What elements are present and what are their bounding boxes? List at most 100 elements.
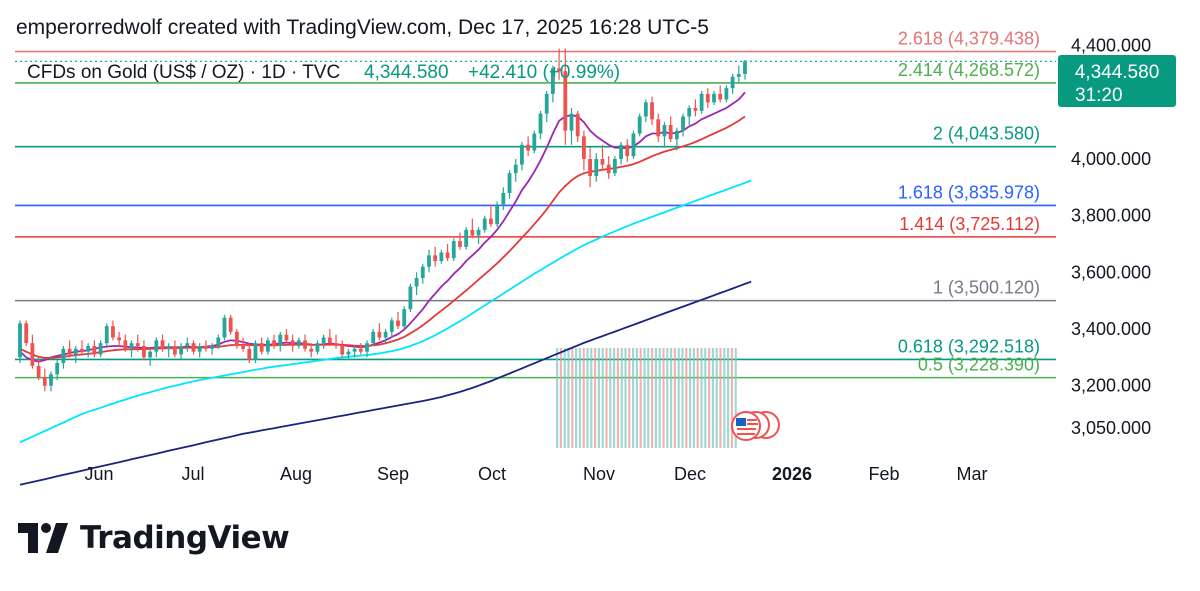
volume-bar xyxy=(575,348,578,448)
time-axis[interactable]: Jun Jul Aug Sep Oct Nov Dec 2026 Feb Mar xyxy=(84,464,987,484)
candle-body xyxy=(104,326,109,344)
volume-bar xyxy=(605,348,608,448)
candle-body xyxy=(464,229,469,247)
candle-body xyxy=(67,348,72,355)
y-tick-label: 3,200.000 xyxy=(1071,376,1151,396)
candle-body xyxy=(383,331,388,338)
volume-bar xyxy=(662,348,665,448)
candle-body xyxy=(575,113,580,137)
fib-label-3.618: 2.618 (4,379.438) xyxy=(898,28,1040,48)
candle-body xyxy=(129,343,134,349)
candle-body xyxy=(569,113,574,131)
candle-body xyxy=(61,348,66,363)
volume-bar xyxy=(723,348,726,448)
candle-body xyxy=(538,113,543,134)
fib-label-2.414: 2.414 (4,268.572) xyxy=(898,60,1040,80)
y-tick-label: 3,050.000 xyxy=(1071,418,1151,438)
candle-body xyxy=(489,218,493,225)
candle-body xyxy=(309,348,314,352)
candle-body xyxy=(358,348,363,352)
fib-label-0.618: 0.618 (3,292.518) xyxy=(898,336,1040,356)
candle-body xyxy=(408,286,413,310)
candle-body xyxy=(600,159,605,165)
candle-body xyxy=(123,340,128,349)
price-axis[interactable]: 4,400.000 4,000.000 3,800.000 3,600.000 3,40… xyxy=(1071,36,1151,439)
candle-body xyxy=(619,144,623,159)
x-tick-label: Feb xyxy=(868,464,899,484)
x-tick-label: Mar xyxy=(957,464,988,484)
candle-body xyxy=(724,88,729,100)
fib-label-1.414: 1.414 (3,725.112) xyxy=(899,214,1040,234)
volume-bar xyxy=(643,348,646,448)
volume-bar xyxy=(590,348,593,448)
candle-body xyxy=(687,108,692,117)
ma-line-3 xyxy=(19,179,752,444)
fib-label-1: 1 (3,500.120) xyxy=(933,278,1040,298)
volume-bar xyxy=(647,348,650,448)
volume-bar xyxy=(681,348,684,448)
x-tick-label: Jun xyxy=(84,464,113,484)
candle-body xyxy=(699,93,704,111)
volume-bar xyxy=(719,348,722,448)
candle-body xyxy=(625,144,630,157)
legend-last: 4,344.580 xyxy=(364,62,449,83)
x-tick-label: Sep xyxy=(377,464,409,484)
candle-body xyxy=(532,133,537,151)
brand-logo[interactable]: TradingView xyxy=(18,520,290,556)
volume-bar xyxy=(692,348,695,448)
candle-body xyxy=(656,119,661,137)
candle-body xyxy=(563,71,568,131)
candle-body xyxy=(612,159,617,174)
volume-bar xyxy=(559,348,562,448)
candle-body xyxy=(234,331,239,346)
candle-body xyxy=(222,317,227,338)
volume-bar xyxy=(639,348,642,448)
candle-body xyxy=(49,374,53,386)
candle-body xyxy=(253,343,258,361)
candle-body xyxy=(662,125,667,137)
candle-body xyxy=(160,340,165,349)
candle-body xyxy=(470,229,475,236)
candle-body xyxy=(507,173,512,193)
candle-body xyxy=(588,159,592,176)
x-tick-label: 2026 xyxy=(772,464,812,484)
candle-body xyxy=(414,278,419,287)
ma-line-4 xyxy=(19,280,752,486)
candle-body xyxy=(197,346,202,352)
fib-label-0.5: 0.5 (3,228.390) xyxy=(918,355,1040,375)
candle-body xyxy=(117,337,122,341)
candle-body xyxy=(594,159,599,176)
candle-body xyxy=(98,343,103,355)
volume-bar xyxy=(651,348,654,448)
legend: CFDs on Gold (US$ / OZ) · 1D · TVC 4,344… xyxy=(27,62,620,83)
volume-bar xyxy=(696,348,699,448)
candle-body xyxy=(80,348,84,352)
candle-body xyxy=(24,323,29,344)
event-icons[interactable] xyxy=(731,411,780,441)
volume-bar xyxy=(704,348,707,448)
candle-body xyxy=(526,144,531,151)
volume-bar xyxy=(635,348,638,448)
ma-line-2 xyxy=(19,115,746,359)
candle-body xyxy=(327,337,332,344)
volume-bar xyxy=(624,348,627,448)
candle-body xyxy=(458,241,462,247)
candle-body xyxy=(321,337,326,344)
candle-body xyxy=(712,93,716,103)
candle-body xyxy=(402,309,407,327)
candle-body xyxy=(439,252,444,261)
volume-bar xyxy=(730,348,733,448)
volume-bar xyxy=(689,348,692,448)
candle-body xyxy=(495,204,500,225)
candle-body xyxy=(55,363,60,375)
volume-bar xyxy=(632,348,635,448)
candle-body xyxy=(668,125,673,140)
volume-bar xyxy=(582,348,585,448)
volume-bar xyxy=(708,348,711,448)
candle-body xyxy=(451,241,456,259)
candle-body xyxy=(36,365,41,378)
volume-bar xyxy=(616,348,619,448)
x-tick-label: Dec xyxy=(674,464,706,484)
brand-name: TradingView xyxy=(80,520,290,556)
